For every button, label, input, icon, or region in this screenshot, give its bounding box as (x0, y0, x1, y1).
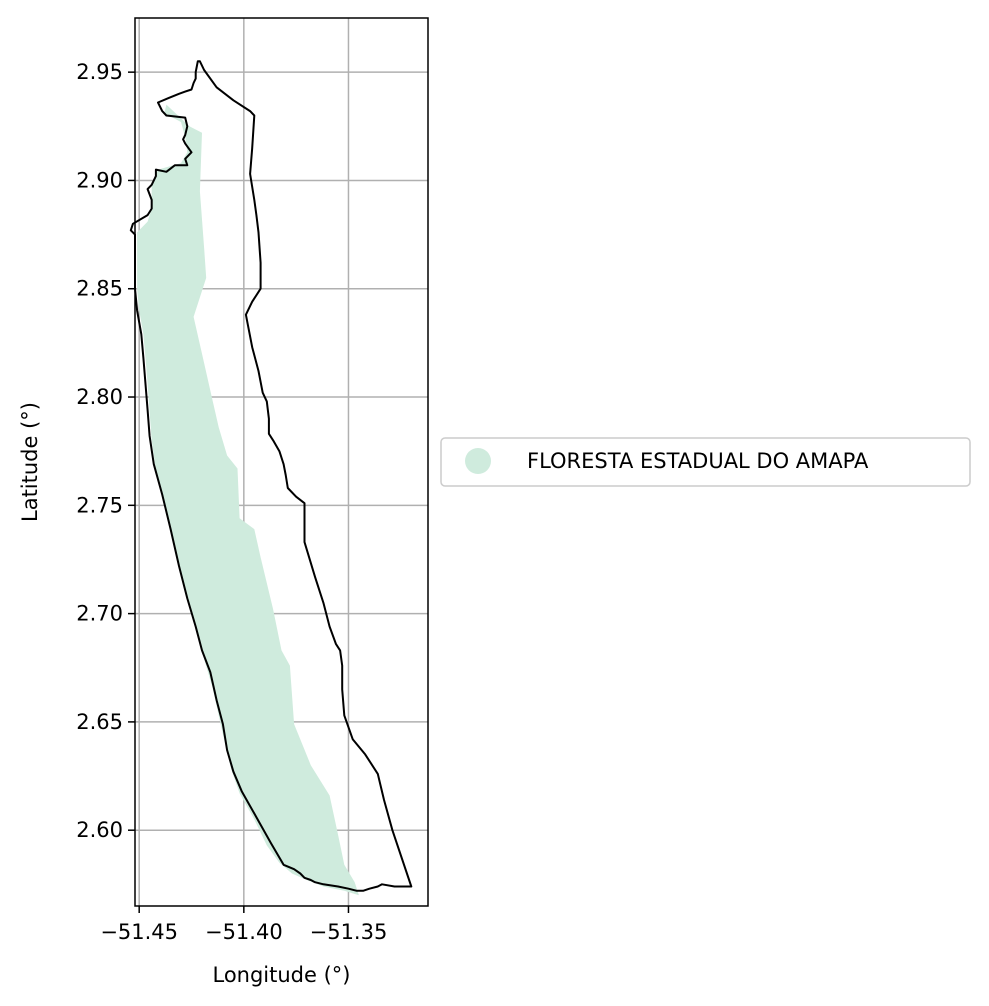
y-tick-label: 2.85 (76, 277, 123, 301)
forest-area-polygon (137, 104, 359, 896)
legend-label: FLORESTA ESTADUAL DO AMAPA (527, 449, 869, 473)
x-tick-label: −51.35 (310, 920, 388, 944)
x-tick-label: −51.40 (205, 920, 283, 944)
legend: FLORESTA ESTADUAL DO AMAPA (440, 437, 971, 487)
x-axis-label: Longitude (°) (212, 963, 350, 987)
y-tick-label: 2.80 (76, 385, 123, 409)
y-tick-label: 2.70 (76, 602, 123, 626)
y-tick-label: 2.60 (76, 818, 123, 842)
x-axis-ticks: −51.45 −51.40 −51.35 (100, 906, 387, 944)
y-tick-label: 2.65 (76, 710, 123, 734)
x-tick-label: −51.45 (100, 920, 178, 944)
y-tick-label: 2.75 (76, 493, 123, 517)
region-boundaries (129, 60, 413, 892)
region-fills (137, 104, 359, 896)
plot-area (129, 17, 429, 907)
y-tick-label: 2.95 (76, 60, 123, 84)
legend-marker (465, 448, 491, 474)
y-tick-label: 2.90 (76, 168, 123, 192)
y-axis-ticks: 2.60 2.65 2.70 2.75 2.80 2.85 2.90 2.95 (76, 60, 135, 842)
legend-box (440, 437, 971, 487)
boundary-outline (129, 60, 413, 892)
y-axis-label: Latitude (°) (18, 402, 42, 522)
axes-frame (134, 17, 429, 907)
